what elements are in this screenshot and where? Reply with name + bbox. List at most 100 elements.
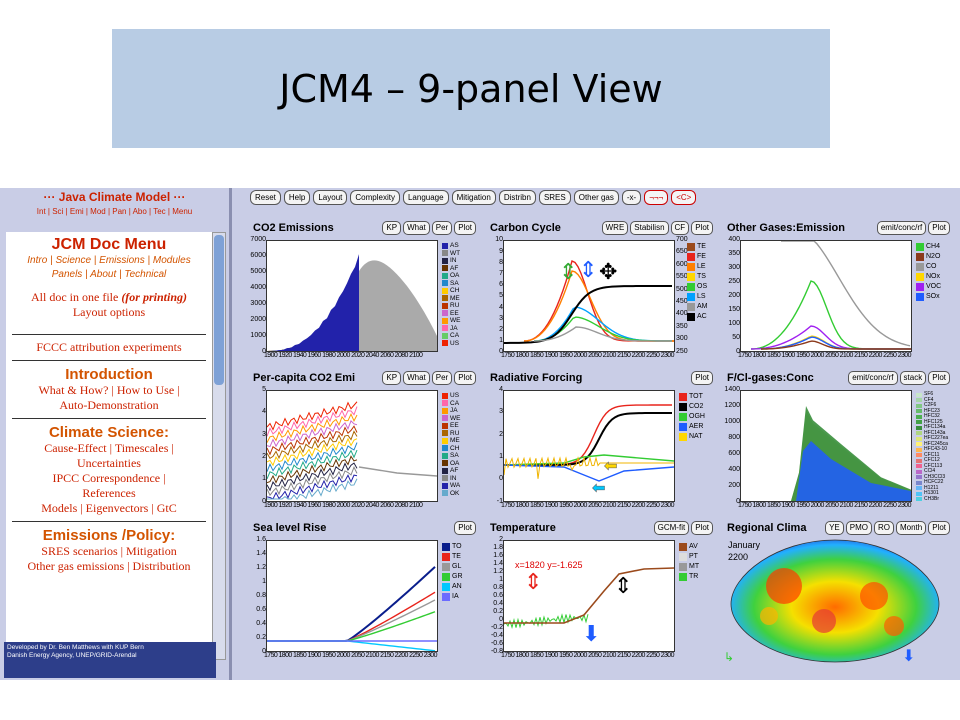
legend-item: US (442, 392, 476, 400)
doc-scrollbar[interactable] (212, 232, 226, 660)
link-emissions[interactable]: Emissions (99, 255, 145, 266)
panel-button-per[interactable]: Per (431, 371, 453, 385)
plot-area[interactable] (740, 240, 912, 352)
panel-button-plot[interactable]: Plot (454, 521, 476, 535)
link-technical[interactable]: Technical (124, 269, 167, 280)
y-tick-labels: 7000 6000 5000 4000 3000 2000 1000 0 (250, 232, 266, 360)
plot-area[interactable] (266, 240, 438, 352)
toolbar-button-11[interactable]: <C> (671, 190, 697, 205)
panel-button-cf[interactable]: CF (670, 221, 690, 235)
drag-arrow-icon[interactable]: ⇕ (559, 259, 577, 284)
toolbar-button-9[interactable]: -x- (621, 190, 642, 205)
panel-button-plot[interactable]: Plot (928, 371, 950, 385)
link-modules[interactable]: Modules (152, 255, 191, 266)
legend-swatch (916, 431, 922, 436)
panel-button-what[interactable]: What (403, 221, 430, 235)
link-tec[interactable]: Tec (153, 207, 166, 216)
toolbar-button-1[interactable]: Help (283, 190, 311, 205)
panel-button-pmo[interactable]: PMO (845, 521, 872, 535)
drag-arrow-icon[interactable]: ✥ (599, 259, 617, 284)
panel-button-kp[interactable]: KP (382, 221, 402, 235)
panel-button-ro[interactable]: RO (873, 521, 894, 535)
plot-area[interactable] (266, 540, 438, 652)
toolbar-button-8[interactable]: Other gas (573, 190, 619, 205)
panel-button-plot[interactable]: Plot (928, 521, 950, 535)
link-panels[interactable]: Panels (51, 269, 83, 280)
legend-swatch (442, 295, 448, 302)
layout-options-link[interactable]: Layout options (72, 305, 146, 319)
panel-button-what[interactable]: What (403, 371, 430, 385)
sci-links-1[interactable]: Cause-Effect | Timescales | (44, 441, 174, 455)
link-abo[interactable]: Abo (132, 207, 147, 216)
toolbar-button-0[interactable]: Reset (250, 190, 281, 205)
sci-links-2[interactable]: Uncertainties (77, 456, 141, 470)
toolbar-button-3[interactable]: Complexity (350, 190, 400, 205)
sci-links-4[interactable]: References (82, 486, 136, 500)
link-pan[interactable]: Pan (112, 207, 127, 216)
legend-label: AV (689, 543, 698, 550)
toolbar-button-7[interactable]: SRES (538, 190, 571, 205)
legend-item: CH3CCl3 (916, 474, 950, 481)
intro-links-1[interactable]: What & How? | How to Use | (38, 383, 180, 397)
link-sci[interactable]: Sci (52, 207, 64, 216)
doc-scroll-thumb[interactable] (214, 235, 224, 385)
fccc-link[interactable]: FCCC attribution experiments (36, 340, 182, 354)
arrow-left-icon[interactable]: ⬅ (604, 458, 618, 476)
panel-button-stack[interactable]: stack (899, 371, 927, 385)
plot-area[interactable] (740, 390, 912, 502)
link-int[interactable]: Int (36, 207, 46, 216)
toolbar-button-2[interactable]: Layout (313, 190, 348, 205)
panel-button-month[interactable]: Month (895, 521, 927, 535)
panel-button-kp[interactable]: KP (382, 371, 402, 385)
panel-button-plot[interactable]: Plot (928, 221, 950, 235)
arrow-left-icon[interactable]: ⬅ (592, 480, 606, 498)
link-emi[interactable]: Emi (69, 207, 84, 216)
emis-links-2[interactable]: Other gas emissions | Distribution (27, 559, 191, 573)
plot-area[interactable]: ⇕ ⇕ ⬇ (503, 540, 675, 652)
drag-arrow-icon[interactable]: ⬇ (582, 621, 600, 646)
sci-links-3[interactable]: IPCC Correspondence | (52, 471, 166, 485)
panel-button-stabilisn[interactable]: Stabilisn (630, 221, 669, 235)
legend-item: AER (679, 422, 713, 432)
toolbar-button-10[interactable]: ¬¬¬ (644, 190, 669, 205)
arrow-corner-icon[interactable]: ↳ (724, 650, 735, 664)
intro-links-2[interactable]: Auto-Demonstration (59, 398, 159, 412)
panel-button-plot[interactable]: Plot (691, 221, 713, 235)
link-intro[interactable]: Intro (27, 255, 48, 266)
link-science[interactable]: Science (55, 255, 92, 266)
panel-button-wre[interactable]: WRE (601, 221, 629, 235)
panel-button-per[interactable]: Per (431, 221, 453, 235)
all-doc-link[interactable]: All doc in one file (for printing) (31, 290, 187, 304)
plot-area[interactable]: ⬅ ⬅ (503, 390, 675, 502)
panel-carbon: Carbon Cycle WRE Stabilisn CF Plot 10 9 8 7 6 5 4 3 2… (487, 220, 715, 368)
panel-button-emitconcrf[interactable]: emit/conc/rf (876, 221, 927, 235)
panel-button-gcmfit[interactable]: GCM-fit (653, 521, 690, 535)
drag-arrow-icon[interactable]: ⇕ (614, 573, 632, 598)
toolbar-button-4[interactable]: Language (402, 190, 449, 205)
link-about[interactable]: About (90, 269, 117, 280)
panel-button-plot[interactable]: Plot (691, 521, 713, 535)
legend-label: IN (450, 474, 457, 482)
regional-map[interactable] (724, 536, 946, 666)
drag-arrow-icon[interactable]: ⇕ (524, 569, 542, 594)
panel-button-emitconcrf[interactable]: emit/conc/rf (848, 371, 898, 385)
emis-links-1[interactable]: SRES scenarios | Mitigation (41, 544, 177, 558)
link-mod[interactable]: Mod (90, 207, 106, 216)
toolbar-button-6[interactable]: Distribn (498, 190, 536, 205)
panel-button-ye[interactable]: YE (825, 521, 844, 535)
arrow-down-icon[interactable]: ⬇ (902, 648, 916, 665)
legend-label: OK (450, 489, 460, 497)
panel-button-plot[interactable]: Plot (691, 371, 713, 385)
sci-links-5[interactable]: Models | Eigenvectors | GtC (41, 501, 177, 515)
legend-label: HFC245ca (924, 440, 948, 447)
panel-button-plot[interactable]: Plot (454, 371, 476, 385)
plot-area[interactable]: ⇕ ⇕ ✥ (503, 240, 675, 352)
legend-label: FE (697, 253, 706, 260)
x-tick-labels: 1900 1920 1940 1960 1980 2000 2020 2040 … (264, 352, 423, 359)
link-menu[interactable]: Menu (172, 207, 193, 216)
toolbar-button-5[interactable]: Mitigation (451, 190, 496, 205)
plot-area[interactable] (266, 390, 438, 502)
drag-arrow-icon[interactable]: ⇕ (579, 257, 597, 282)
legend-item: HFC143a (916, 430, 950, 437)
panel-button-plot[interactable]: Plot (454, 221, 476, 235)
